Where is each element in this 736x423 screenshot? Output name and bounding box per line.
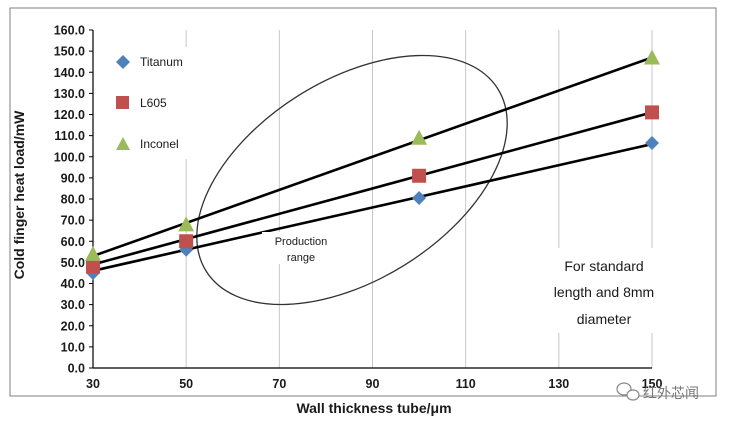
x-tick-label-90: 90 [366, 377, 380, 391]
legend-label-titanum: Titanum [140, 55, 183, 69]
y-tick-label-100-0: 100.0 [54, 150, 85, 164]
point-inconel-150 [644, 49, 660, 65]
y-tick-label-20-0: 20.0 [61, 319, 85, 333]
y-tick-label-160-0: 160.0 [54, 24, 85, 38]
legend-marker-l605 [116, 96, 129, 109]
watermark: 红外芯闻 [616, 382, 699, 402]
production-range-label-line2: range [287, 252, 315, 264]
legend-marker-inconel [116, 137, 130, 150]
point-titanum-100 [412, 190, 427, 205]
note-line1: For standard [564, 258, 643, 274]
y-tick-label-90-0: 90.0 [61, 171, 85, 185]
y-tick-label-10-0: 10.0 [61, 340, 85, 354]
note-line3: diameter [577, 311, 632, 327]
point-l605-100 [412, 168, 427, 183]
x-tick-label-30: 30 [86, 377, 100, 391]
production-range-ellipse [196, 54, 508, 306]
point-inconel-100 [411, 129, 428, 145]
data-points [85, 49, 660, 280]
point-inconel-30 [85, 245, 101, 261]
y-tick-label-120-0: 120.0 [54, 108, 85, 122]
y-tick-label-0-0: 0.0 [68, 362, 85, 376]
y-tick-label-130-0: 130.0 [54, 87, 85, 101]
y-tick-label-70-0: 70.0 [61, 214, 85, 228]
x-tick-label-70: 70 [272, 377, 286, 391]
y-tick-label-80-0: 80.0 [61, 193, 85, 207]
y-tick-label-40-0: 40.0 [61, 277, 85, 291]
wechat-icon [616, 382, 640, 401]
production-label-background [262, 232, 340, 264]
legend-label-inconel: Inconel [140, 137, 179, 151]
x-tick-label-110: 110 [456, 377, 476, 391]
legend-marker-titanum [116, 55, 130, 69]
x-tick-label-130: 130 [548, 377, 569, 391]
y-tick-label-110-0: 110.0 [54, 129, 85, 143]
x-axis-title: Wall thickness tube/μm [296, 400, 451, 416]
y-tick-label-140-0: 140.0 [54, 66, 85, 80]
note-line2: length and 8mm [554, 284, 654, 300]
x-ticks: 30 50 70 90 110 130 150 [86, 377, 662, 391]
y-tick-label-30-0: 30.0 [61, 298, 85, 312]
y-ticks: 0.0 10.0 20.0 30.0 40.0 50.0 60.0 70.0 80.0 90.0 1… [54, 24, 93, 376]
legend-label-l605: L605 [140, 96, 167, 110]
production-range-label-line1: Production [275, 236, 328, 248]
y-tick-label-60-0: 60.0 [61, 235, 85, 249]
point-titanum-150 [645, 136, 659, 151]
point-l605-50 [179, 234, 194, 249]
note-background [536, 248, 676, 333]
watermark-text: 红外芯闻 [643, 386, 699, 402]
point-l605-150 [645, 105, 659, 120]
y-tick-label-150-0: 150.0 [54, 45, 85, 59]
legend: Titanum L605 Inconel [104, 47, 216, 159]
point-l605-30 [86, 259, 100, 274]
y-tick-label-50-0: 50.0 [61, 256, 85, 270]
y-axis-title: Cold finger heat load/mW [11, 110, 27, 280]
point-inconel-50 [178, 216, 195, 232]
x-tick-label-50: 50 [179, 377, 193, 391]
x-tick-label-150: 150 [642, 377, 663, 391]
